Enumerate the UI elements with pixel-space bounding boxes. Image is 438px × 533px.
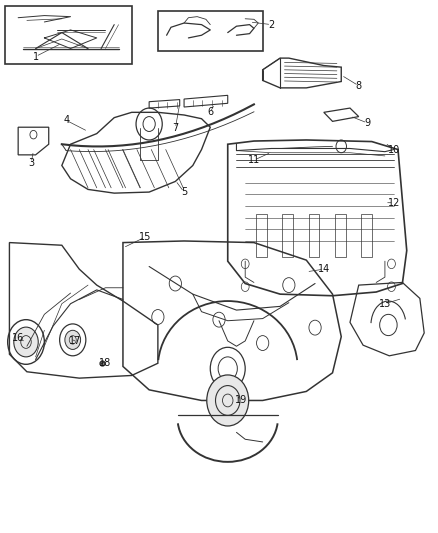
- Text: 8: 8: [356, 81, 362, 91]
- Text: 2: 2: [268, 20, 275, 30]
- Text: 6: 6: [207, 107, 213, 117]
- Text: 3: 3: [28, 158, 34, 168]
- Text: 13: 13: [379, 298, 391, 309]
- Bar: [308, 214, 319, 257]
- Text: 18: 18: [99, 358, 112, 368]
- Text: 11: 11: [248, 155, 260, 165]
- Bar: [361, 214, 372, 257]
- Bar: [283, 214, 293, 257]
- Text: 9: 9: [364, 118, 371, 128]
- Text: 10: 10: [388, 144, 400, 155]
- Text: 19: 19: [235, 395, 247, 406]
- Text: 15: 15: [138, 232, 151, 243]
- Circle shape: [207, 375, 249, 426]
- Circle shape: [65, 330, 81, 350]
- Bar: [158, 11, 263, 51]
- Bar: [335, 214, 346, 257]
- Text: 4: 4: [63, 115, 69, 125]
- Text: 16: 16: [12, 333, 24, 343]
- Bar: [256, 214, 267, 257]
- Bar: [5, 6, 132, 64]
- Circle shape: [14, 327, 38, 357]
- Text: 1: 1: [32, 52, 39, 61]
- Text: 14: 14: [318, 264, 330, 274]
- Text: 17: 17: [69, 336, 81, 346]
- Text: 7: 7: [172, 123, 178, 133]
- Text: 12: 12: [388, 198, 400, 208]
- Text: 5: 5: [181, 187, 187, 197]
